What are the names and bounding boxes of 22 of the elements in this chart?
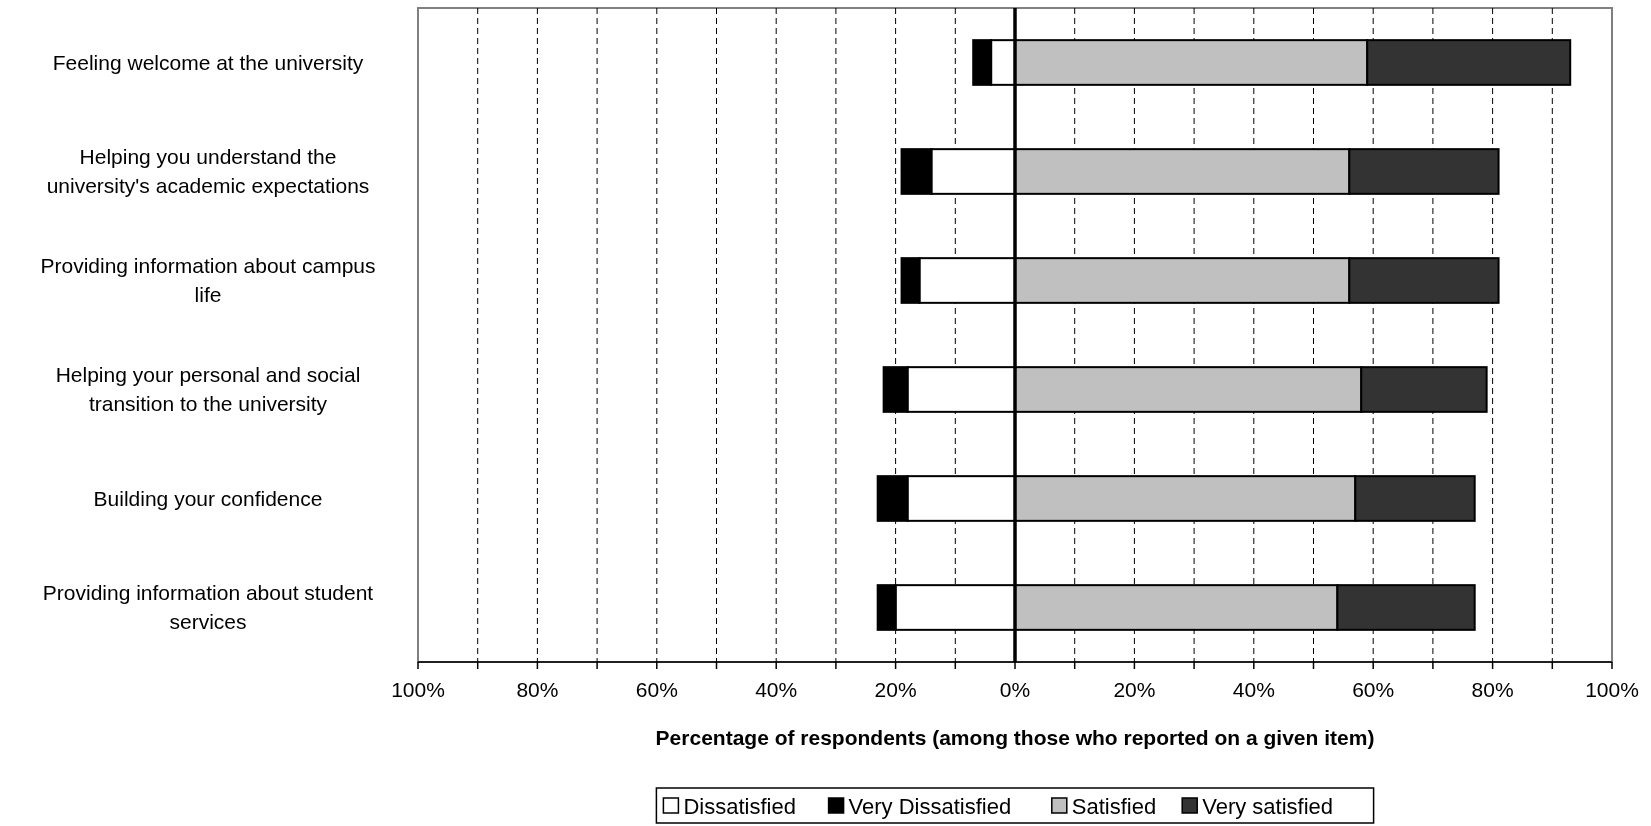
x-tick-label: 20% (1113, 678, 1156, 701)
y-tick-label: Providing information about student services (42, 581, 374, 633)
legend-label: Dissatisfied (683, 794, 796, 819)
x-tick-label: 60% (1352, 678, 1395, 701)
x-tick-label: 20% (874, 678, 917, 701)
x-tick-label: 100% (391, 678, 445, 701)
x-tick-label: 40% (755, 678, 798, 701)
x-tick-label: 60% (635, 678, 678, 701)
x-tick-label: 100% (1585, 678, 1639, 701)
x-tick-label: 40% (1232, 678, 1275, 701)
legend-label: Very Dissatisfied (848, 794, 1012, 819)
y-tick-label: Feeling welcome at the university (52, 50, 364, 74)
y-tick-label: Building your confidence (93, 486, 323, 510)
y-tick-label: Providing information about campus life (40, 254, 376, 306)
x-axis-title: Percentage of respondents (among those who reported on a given item) (655, 726, 1375, 749)
legend-label: Satisfied (1071, 794, 1157, 819)
y-tick-label: Helping your personal and social transition to the university (55, 363, 361, 415)
x-tick-label: 80% (516, 678, 559, 701)
legend-label: Very satisfied (1202, 794, 1334, 819)
x-tick-label: 0% (999, 678, 1031, 701)
y-tick-label: Helping you understand the university's academic expectations (46, 145, 370, 197)
x-tick-label: 80% (1471, 678, 1514, 701)
